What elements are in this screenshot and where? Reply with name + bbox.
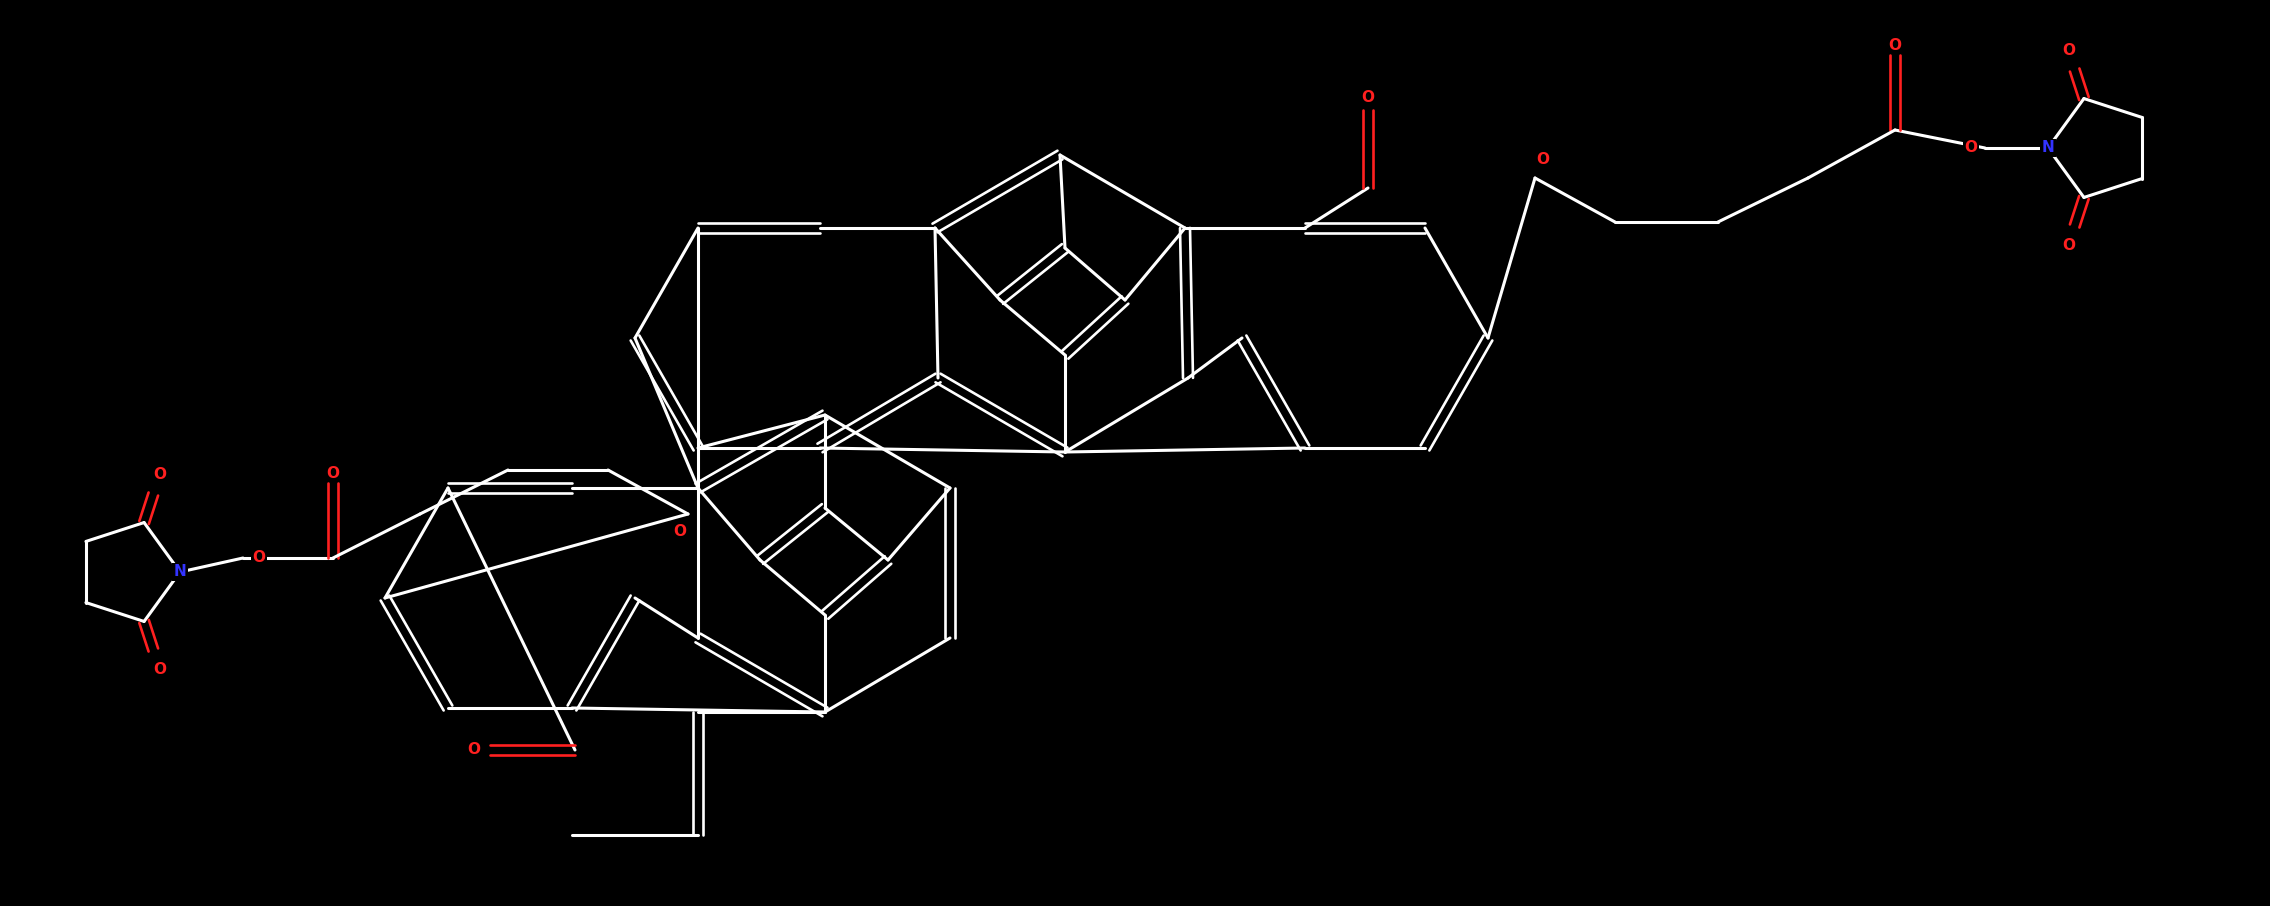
Text: O: O [2061, 43, 2075, 59]
Text: O: O [152, 661, 166, 677]
Text: O: O [1964, 140, 1977, 156]
Text: N: N [2041, 140, 2054, 156]
Text: O: O [1537, 152, 1550, 168]
Text: O: O [252, 551, 266, 565]
Text: N: N [173, 564, 186, 580]
Text: O: O [468, 743, 481, 757]
Text: O: O [2061, 237, 2075, 253]
Text: O: O [327, 466, 340, 480]
Text: O: O [152, 467, 166, 483]
Text: O: O [1362, 91, 1376, 105]
Text: O: O [674, 525, 686, 539]
Text: O: O [1889, 37, 1902, 53]
